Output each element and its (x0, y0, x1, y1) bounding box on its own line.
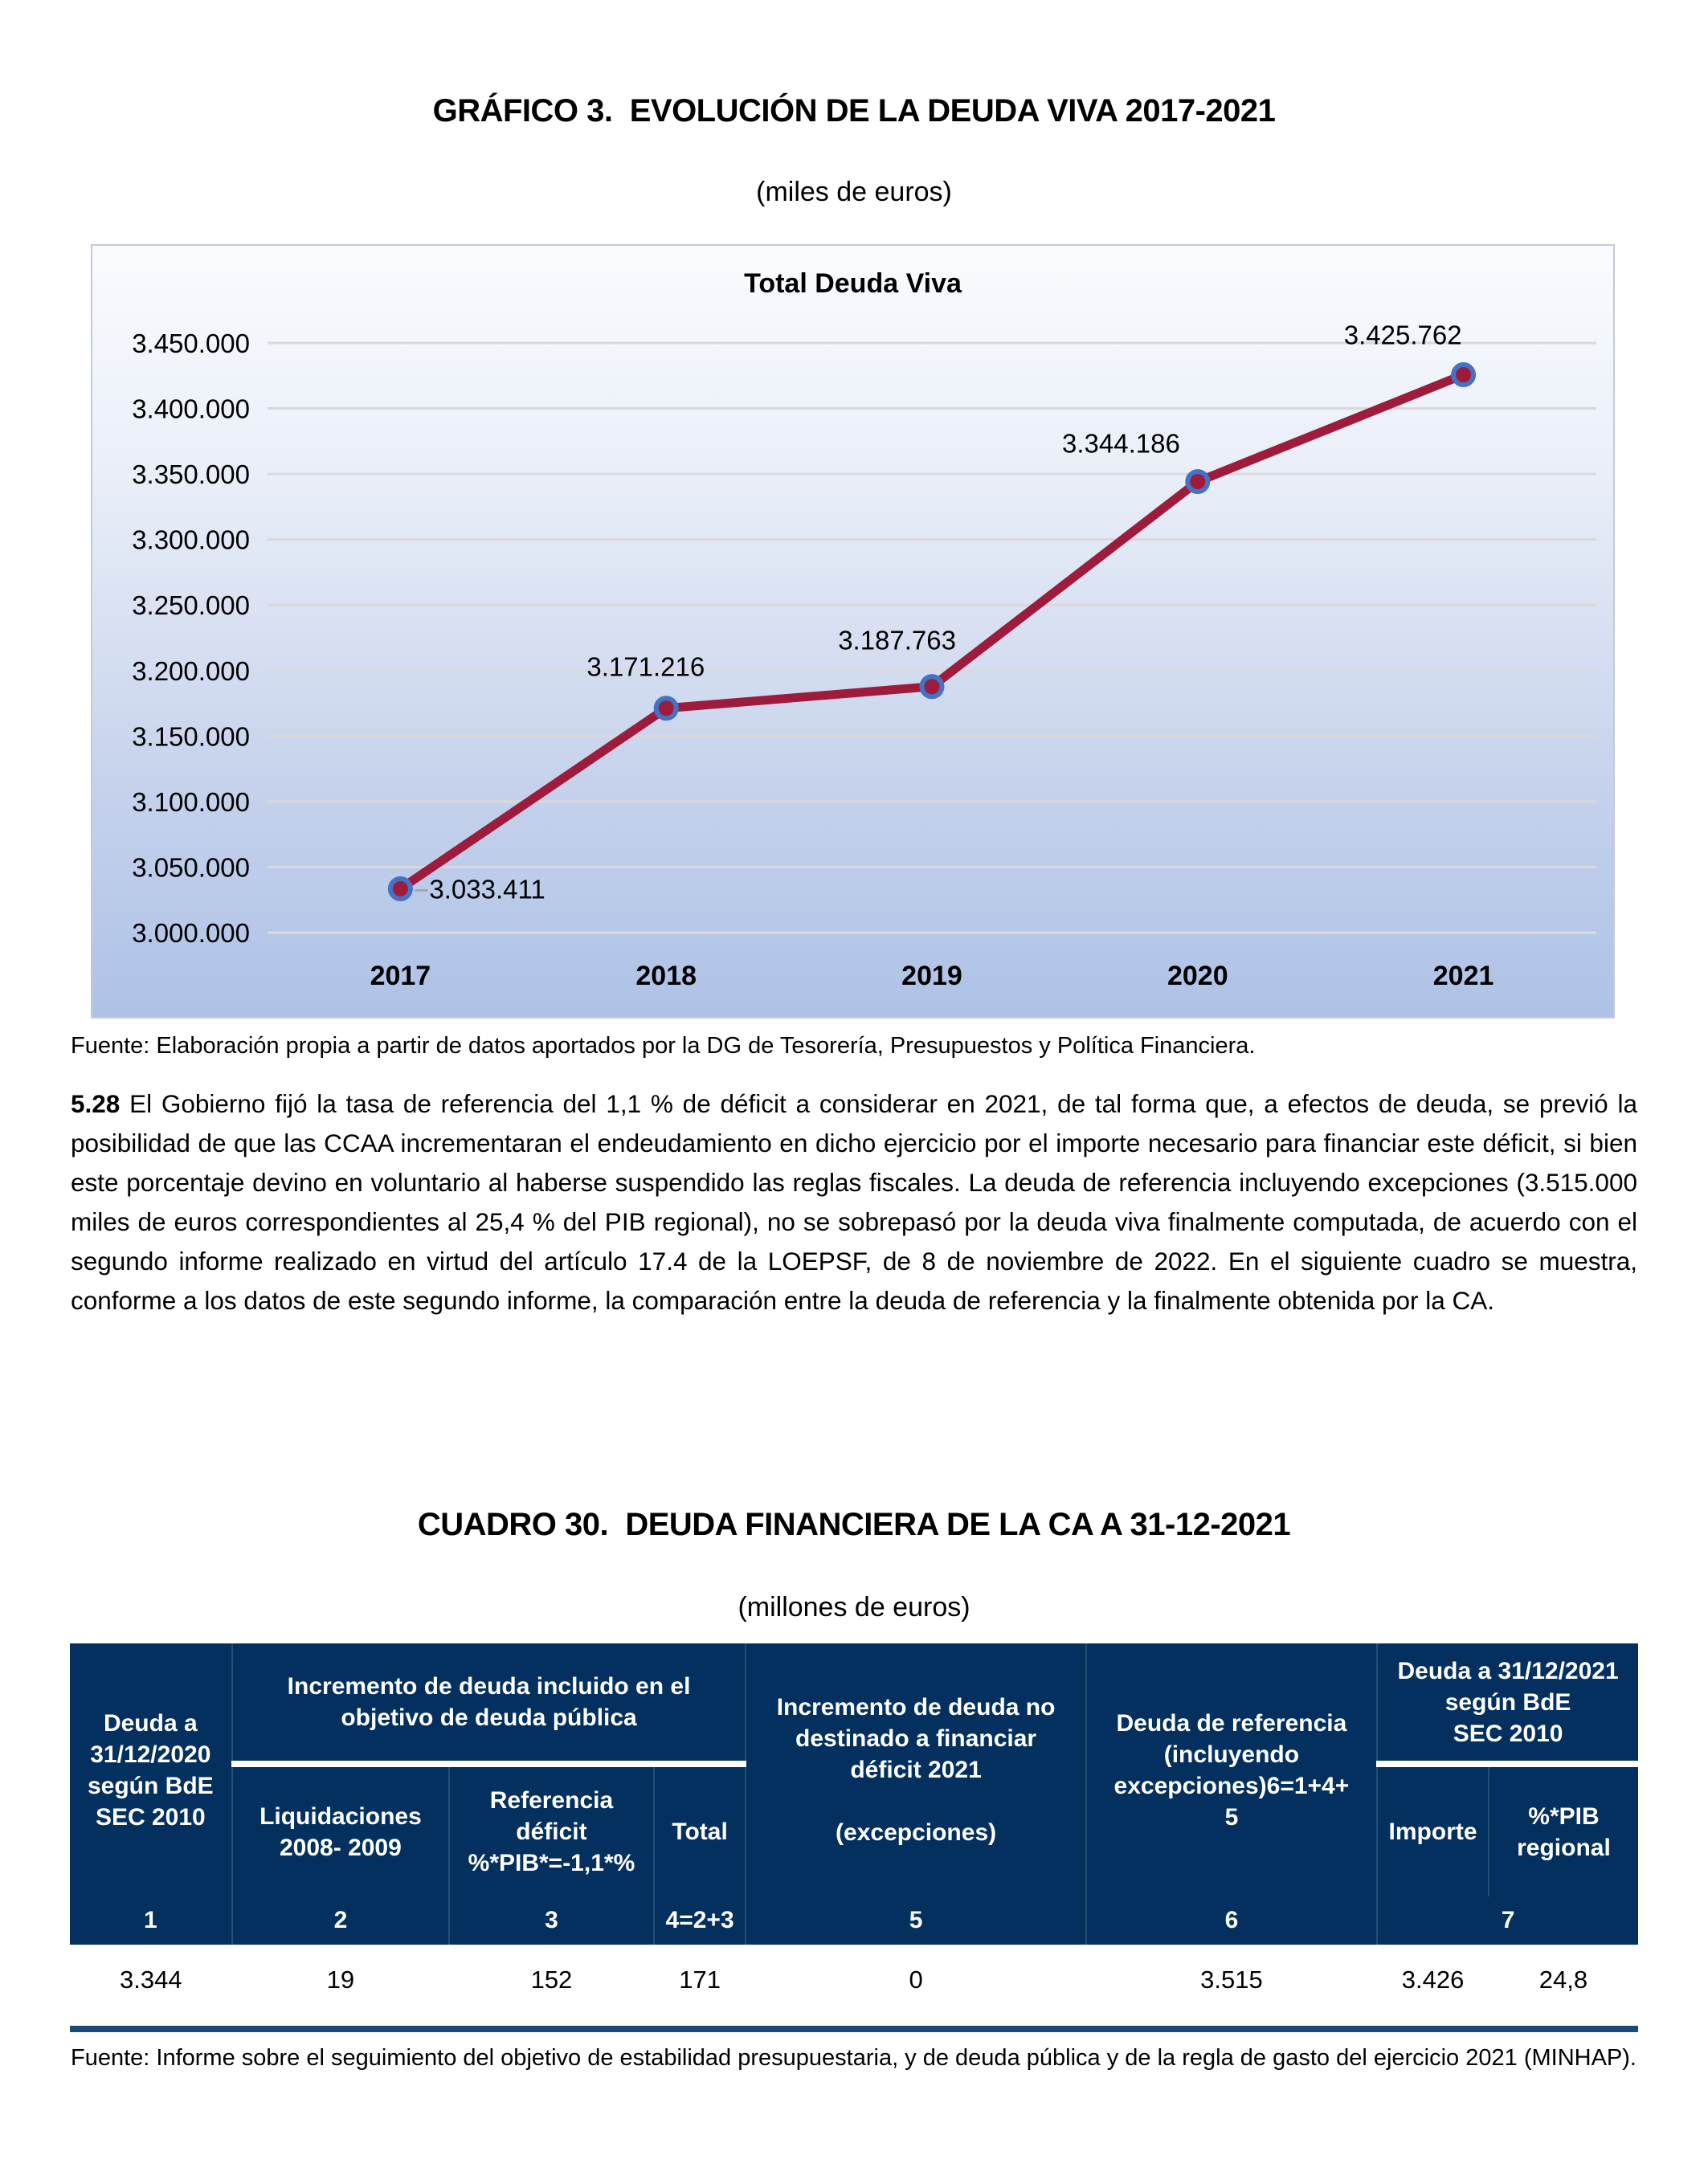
grafico-3-subtitle: (miles de euros) (756, 177, 952, 207)
value-total: 171 (653, 1945, 746, 2015)
data-point-label: 3.033.411 (429, 875, 545, 904)
y-tick-label: 3.050.000 (132, 852, 250, 882)
chart-title: Total Deuda Viva (744, 268, 962, 299)
total-deuda-viva-line-chart: 3.000.000 3.050.000 3.100.000 3.150.000 3.20… (132, 320, 1596, 991)
data-point-marker (1185, 469, 1211, 495)
column-number: 6 (1085, 1896, 1379, 1945)
table-bottom-rule (70, 2026, 1638, 2032)
header-pib-regional: %*PIB regional (1488, 1764, 1638, 1896)
value-excepciones: 0 (746, 1945, 1086, 2015)
cuadro-30-title: CUADRO 30. DEUDA FINANCIERA DE LA CA A 3… (417, 1507, 1291, 1542)
y-tick-label: 3.200.000 (132, 656, 250, 686)
paragraph-number: 5.28 (71, 1089, 121, 1118)
line-chart-frame: 3.000.000 3.050.000 3.100.000 3.150.000 3.20… (91, 244, 1615, 1019)
data-point-marker (919, 674, 945, 700)
y-tick-label: 3.450.000 (132, 329, 250, 358)
data-point-label: 3.344.186 (1062, 429, 1180, 459)
y-tick-label: 3.250.000 (132, 590, 250, 620)
header-referencia-deficit: Referencia déficit %*PIB*=-1,1*% (449, 1764, 655, 1896)
header-incremento-no-destinado: Incremento de deuda no destinado a finan… (746, 1643, 1087, 1896)
column-number: 1 (70, 1896, 233, 1945)
y-tick-label: 3.100.000 (132, 787, 250, 817)
value-referencia-deficit: 152 (449, 1945, 654, 2015)
value-pib-regional: 24,8 (1488, 1945, 1638, 2015)
y-tick-label: 3.400.000 (132, 394, 250, 424)
data-point-marker (653, 696, 679, 721)
value-deuda-referencia: 3.515 (1085, 1945, 1378, 2015)
table-source-note: Fuente: Informe sobre el seguimiento del… (71, 2045, 1636, 2071)
paragraph-5-28: 5.28 El Gobierno fijó la tasa de referen… (71, 1084, 1637, 1321)
data-point-label: 3.187.763 (838, 626, 956, 655)
header-liquidaciones: Liquidaciones 2008- 2009 (231, 1764, 451, 1896)
deuda-financiera-table: Deuda a 31/12/2020 según BdE SEC 2010 In… (70, 1643, 1638, 2015)
y-tick-label: 3.350.000 (132, 459, 250, 489)
y-tick-label: 3.000.000 (132, 918, 250, 948)
data-point-marker (1451, 362, 1477, 388)
header-importe: Importe (1377, 1764, 1489, 1896)
header-deuda-referencia: Deuda de referencia (incluyendo excepcio… (1085, 1643, 1379, 1896)
data-point-marker (387, 876, 413, 902)
header-group-incremento-objetivo: Incremento de deuda incluido en el objet… (231, 1643, 747, 1767)
x-axis-label: 2019 (901, 961, 962, 991)
x-axis-label: 2018 (635, 961, 697, 991)
header-group-deuda-2021: Deuda a 31/12/2021 según BdE SEC 2010 (1377, 1643, 1638, 1767)
x-axis-label: 2017 (370, 961, 431, 991)
cuadro-30-subtitle: (millones de euros) (738, 1592, 970, 1623)
data-point-label: 3.171.216 (586, 652, 705, 682)
y-tick-label: 3.300.000 (132, 525, 250, 555)
paragraph-text: El Gobierno fijó la tasa de referencia d… (71, 1089, 1637, 1315)
value-deuda-2020: 3.344 (70, 1945, 232, 2015)
column-number: 3 (449, 1896, 655, 1945)
grafico-3-title: GRÁFICO 3. EVOLUCIÓN DE LA DEUDA VIVA 20… (432, 93, 1276, 129)
x-axis-label: 2021 (1433, 961, 1494, 991)
header-total: Total (653, 1764, 747, 1896)
column-number: 4=2+3 (653, 1896, 747, 1945)
value-liquidaciones: 19 (231, 1945, 450, 2015)
column-number: 7 (1377, 1896, 1638, 1945)
header-deuda-2020: Deuda a 31/12/2020 según BdE SEC 2010 (70, 1643, 233, 1896)
column-number: 2 (231, 1896, 451, 1945)
y-tick-label: 3.150.000 (132, 721, 250, 751)
chart-source-note: Fuente: Elaboración propia a partir de d… (71, 1033, 1256, 1059)
data-point-label: 3.425.762 (1344, 320, 1462, 350)
table-data-row: 3.344 19 152 171 0 3.515 3.426 24,8 (70, 1945, 1638, 2015)
column-number: 5 (746, 1896, 1087, 1945)
value-importe: 3.426 (1377, 1945, 1489, 2015)
x-axis-label: 2020 (1167, 961, 1228, 991)
